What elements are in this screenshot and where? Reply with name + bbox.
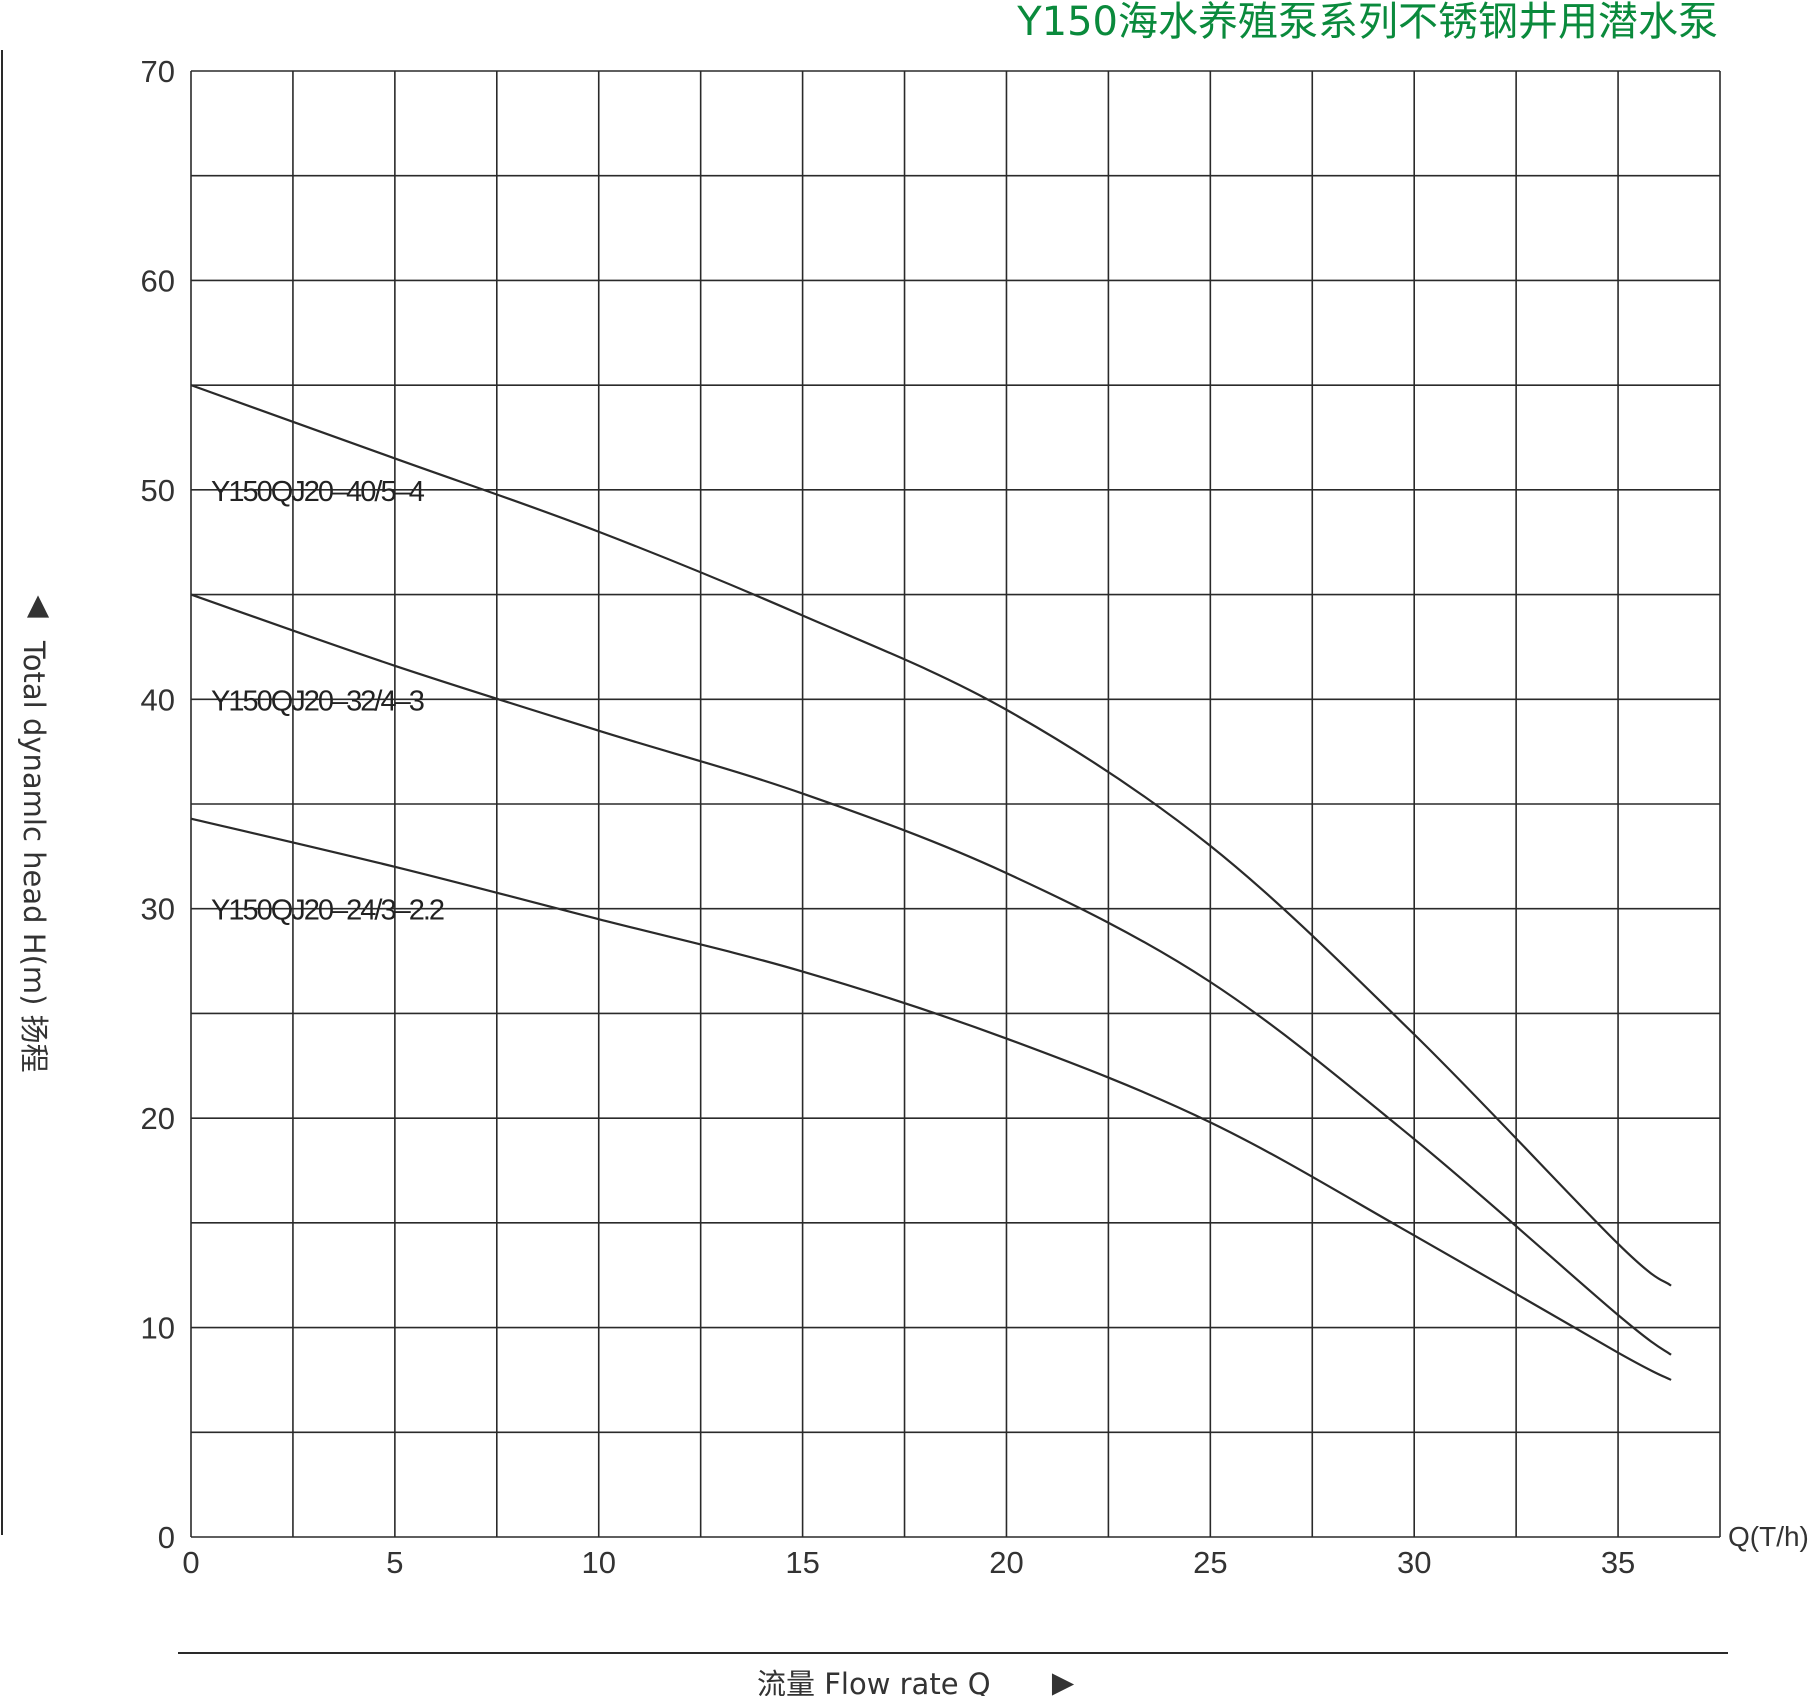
x-tick-label: 15 [785, 1545, 819, 1580]
series-line-1 [190, 384, 1672, 1287]
y-tick-label: 50 [141, 473, 175, 508]
y-axis-arrow-icon: ▲ [27, 587, 50, 621]
series-labels: Y150QJ20–40/5–4 Y150QJ20–32/4–3 Y150QJ20–2… [211, 476, 446, 927]
x-axis-unit: Q(T/h) [1728, 1521, 1809, 1552]
y-tick-label: 0 [158, 1520, 175, 1555]
series-label: Y150QJ20–40/5–4 [211, 476, 425, 508]
y-tick-labels: 0 10 20 30 40 50 60 70 [141, 54, 175, 1555]
series-label: Y150QJ20–32/4–3 [211, 685, 424, 717]
x-tick-label: 35 [1601, 1545, 1635, 1580]
x-tick-label: 10 [581, 1545, 615, 1580]
y-tick-label: 10 [141, 1311, 175, 1346]
x-axis-arrow-icon: ▶ [1052, 1665, 1075, 1696]
x-tick-label: 5 [386, 1545, 403, 1580]
x-tick-label: 20 [989, 1545, 1023, 1580]
y-tick-label: 70 [141, 54, 175, 89]
y-axis-label: Total dynamlc head H(m) 扬程 [17, 640, 51, 1073]
y-tick-label: 30 [141, 892, 175, 927]
x-tick-label: 30 [1397, 1545, 1431, 1580]
chart-title: Y150海水养殖泵系列不锈钢井用潜水泵 [1016, 0, 1718, 45]
performance-curves [190, 384, 1672, 1381]
y-tick-label: 60 [141, 263, 175, 298]
x-axis-label: 流量 Flow rate Q [757, 1667, 991, 1696]
series-label: Y150QJ20–24/3–2.2 [211, 895, 444, 927]
series-line-3 [190, 817, 1672, 1381]
y-tick-label: 20 [141, 1101, 175, 1136]
x-tick-label: 25 [1193, 1545, 1227, 1580]
grid [190, 70, 1721, 1538]
series-line-2 [190, 593, 1672, 1356]
x-tick-labels: 0 5 10 15 20 25 30 35 [182, 1545, 1635, 1580]
x-tick-label: 0 [182, 1545, 199, 1580]
y-tick-label: 40 [141, 682, 175, 717]
